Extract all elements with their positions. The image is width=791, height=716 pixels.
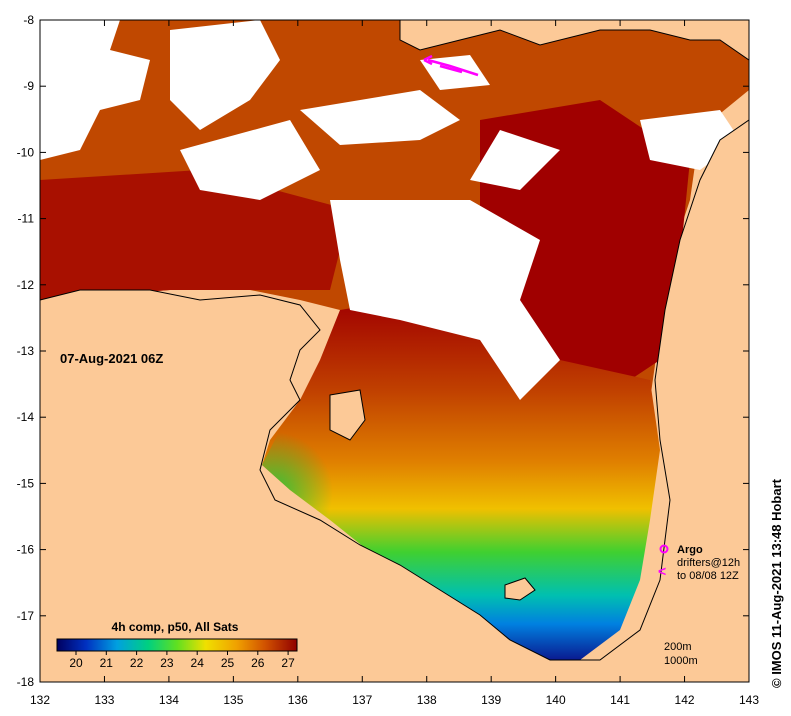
colorbar-gradient — [56, 638, 298, 652]
x-tick-label: 133 — [94, 693, 114, 707]
y-axis: -8 -9 -10 -11 -12 -13 -14 -15 -16 -17 -18 — [17, 13, 749, 689]
x-tick-label: 138 — [417, 693, 437, 707]
colorbar: 4h comp, p50, All Sats 20 21 22 23 24 25 26 27 — [56, 620, 298, 670]
legend-drifters-line2: to 08/08 12Z — [677, 570, 739, 582]
legend-drifters-line1: drifters@12h — [677, 557, 740, 569]
y-tick-label: -11 — [18, 212, 35, 226]
y-tick-label: -14 — [17, 410, 35, 424]
legend-200m: 200m — [664, 641, 692, 653]
argo-marker-icon — [659, 544, 669, 554]
colorbar-tick-label: 22 — [130, 656, 144, 670]
x-tick-label: 136 — [288, 693, 308, 707]
drifter-track — [423, 54, 479, 77]
x-tick-label: 137 — [352, 693, 372, 707]
y-tick-label: -16 — [17, 543, 35, 557]
west-warm — [40, 170, 350, 300]
colorbar-tick-label: 26 — [251, 656, 265, 670]
colorbar-tick-label: 24 — [191, 656, 205, 670]
x-tick-label: 134 — [159, 693, 179, 707]
x-tick-label: 140 — [546, 693, 566, 707]
y-tick-label: -18 — [17, 675, 35, 689]
credit-text: © IMOS 11-Aug-2021 13:48 Hobart — [769, 478, 784, 688]
cloud-cover — [40, 20, 740, 400]
arnhem-land — [39, 119, 750, 683]
groote-eylandt — [329, 389, 366, 441]
colorbar-tick-label: 25 — [221, 656, 235, 670]
drifter-arrow-icon: < — [658, 563, 666, 579]
y-tick-label: -13 — [17, 344, 35, 358]
x-tick-label: 141 — [610, 693, 630, 707]
y-tick-label: -9 — [23, 79, 34, 93]
legend-argo: Argo — [677, 544, 703, 556]
y-tick-label: -17 — [17, 609, 35, 623]
colorbar-tick-label: 23 — [160, 656, 174, 670]
colorbar-tick-label: 20 — [69, 656, 83, 670]
colorbar-title: 4h comp, p50, All Sats — [112, 620, 239, 634]
colorbar-tick-label: 27 — [281, 656, 295, 670]
date-label: 07-Aug-2021 06Z — [60, 351, 163, 366]
y-tick-label: -12 — [17, 278, 35, 292]
y-tick-label: -10 — [17, 145, 35, 159]
x-tick-label: 143 — [739, 693, 759, 707]
gulf-west-green — [262, 420, 380, 540]
wellesley-islands — [504, 577, 536, 601]
colorbar-ticks: 20 21 22 23 24 25 26 27 — [69, 651, 295, 670]
y-tick-label: -8 — [23, 13, 34, 27]
x-tick-label: 135 — [223, 693, 243, 707]
legend-1000m: 1000m — [664, 655, 698, 667]
y-tick-label: -15 — [17, 476, 35, 490]
gulf-sst — [262, 300, 660, 660]
x-tick-label: 142 — [675, 693, 695, 707]
x-axis: 132 133 134 135 136 137 138 139 140 141 142 143 — [30, 20, 759, 707]
x-tick-label: 132 — [30, 693, 50, 707]
colorbar-tick-label: 21 — [100, 656, 114, 670]
x-tick-label: 139 — [481, 693, 501, 707]
legend: Argo drifters@12h < to 08/08 12Z 200m 10… — [658, 544, 740, 667]
